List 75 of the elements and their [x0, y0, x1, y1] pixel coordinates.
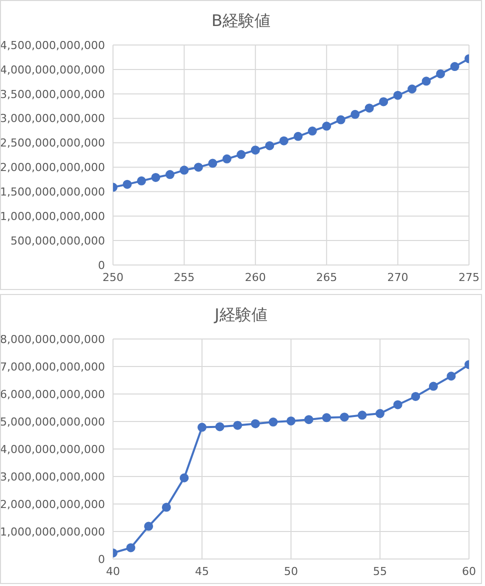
point [151, 172, 160, 182]
point [233, 420, 242, 430]
point [336, 115, 346, 124]
point [215, 422, 224, 432]
x-tick-label: 55 [373, 564, 387, 578]
point [408, 84, 417, 94]
point [122, 180, 132, 189]
y-tick-label: 4,000,000,000,000 [0, 63, 105, 76]
point [446, 372, 456, 381]
point [450, 62, 460, 72]
x-tick-label: 60 [462, 564, 476, 578]
point [208, 158, 218, 168]
point [265, 141, 274, 150]
point [165, 170, 174, 180]
point [364, 104, 374, 113]
point [136, 176, 146, 186]
point [144, 522, 154, 531]
y-tick-label: 6,000,000,000,000 [0, 388, 105, 401]
y-tick-label: 1,000,000,000,000 [0, 210, 105, 224]
point [236, 150, 246, 160]
point [436, 69, 446, 78]
x-tick-label: 255 [174, 270, 195, 284]
y-tick-label: 5,000,000,000,000 [0, 415, 105, 428]
y-tick-label: 7,000,000,000,000 [0, 360, 105, 374]
x-tick-label: 40 [106, 564, 120, 578]
y-tick-label: 1,500,000,000,000 [0, 186, 105, 199]
point [180, 473, 189, 482]
point [308, 126, 317, 136]
point [126, 543, 136, 552]
point [411, 392, 420, 401]
point [322, 122, 332, 131]
point [304, 415, 314, 424]
y-tick-label: 1,000,000,000,000 [0, 525, 105, 538]
x-tick-label: 275 [458, 270, 480, 284]
point [162, 502, 171, 512]
point [194, 162, 203, 172]
x-tick-label: 260 [244, 270, 266, 284]
point [180, 166, 189, 175]
y-tick-label: 8,000,000,000,000 [0, 332, 105, 346]
point [279, 136, 288, 146]
point [428, 382, 438, 391]
y-tick-label: 3,500,000,000,000 [0, 88, 105, 101]
chart-title: J経験値 [214, 305, 268, 324]
point [268, 418, 278, 427]
y-tick-label: 0 [98, 552, 105, 566]
point [358, 410, 367, 420]
point [286, 416, 296, 426]
point [393, 90, 402, 100]
y-tick-label: 2,000,000,000,000 [0, 161, 105, 174]
point [376, 409, 384, 418]
x-tick-label: 45 [195, 564, 209, 578]
x-tick-label: 250 [102, 270, 124, 284]
point [393, 400, 402, 410]
y-tick-label: 4,500,000,000,000 [0, 38, 105, 52]
y-tick-label: 4,000,000,000,000 [0, 442, 105, 456]
y-tick-label: 0 [98, 258, 105, 272]
y-tick-label: 500,000,000,000 [10, 234, 105, 248]
point [379, 97, 388, 106]
y-tick-label: 3,000,000,000,000 [0, 470, 105, 484]
point [322, 413, 332, 422]
x-tick-label: 50 [284, 564, 298, 578]
point [198, 422, 206, 432]
point [250, 419, 260, 428]
point [422, 76, 431, 86]
point [340, 412, 349, 422]
chart-title: B経験値 [212, 11, 270, 30]
x-tick-label: 265 [316, 270, 338, 284]
x-tick-label: 270 [387, 270, 408, 284]
point [350, 110, 360, 119]
point [222, 154, 232, 164]
point [294, 132, 303, 141]
y-tick-label: 3,000,000,000,000 [0, 112, 105, 126]
point [250, 146, 260, 155]
y-tick-label: 2,000,000,000,000 [0, 498, 105, 511]
y-tick-label: 2,500,000,000,000 [0, 136, 105, 150]
